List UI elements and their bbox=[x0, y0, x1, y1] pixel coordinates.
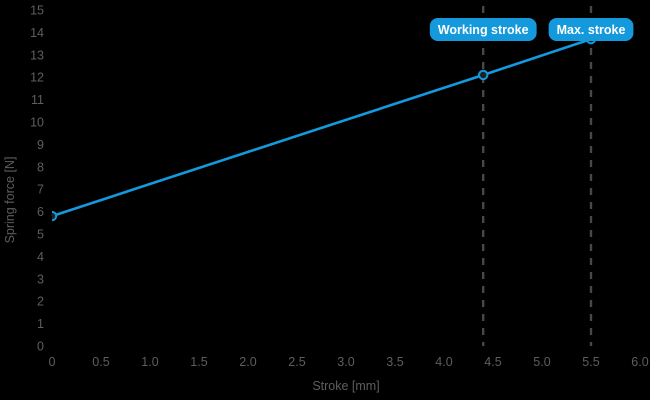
y-tick-label: 1 bbox=[37, 317, 44, 331]
x-tick-label: 4.5 bbox=[484, 355, 501, 369]
y-tick-label: 7 bbox=[37, 183, 44, 197]
y-tick-label: 10 bbox=[30, 116, 44, 130]
y-tick-label: 5 bbox=[37, 228, 44, 242]
annotation-badge bbox=[548, 18, 634, 41]
x-tick-label: 2.0 bbox=[239, 355, 256, 369]
y-tick-label: 0 bbox=[37, 340, 44, 354]
annotation-guide-lines bbox=[482, 6, 593, 346]
x-tick-label: 3.5 bbox=[386, 355, 403, 369]
series-markers bbox=[52, 33, 597, 222]
y-tick-label: 12 bbox=[30, 71, 44, 85]
annotation-badge bbox=[429, 18, 537, 41]
y-tick-label: 2 bbox=[37, 295, 44, 309]
y-tick-label: 11 bbox=[31, 93, 44, 107]
data-point-marker bbox=[478, 69, 489, 81]
x-tick-label: 3.0 bbox=[337, 355, 354, 369]
y-tick-label: 6 bbox=[37, 205, 44, 219]
data-point-marker bbox=[52, 210, 58, 222]
x-tick-label: 4.0 bbox=[435, 355, 452, 369]
x-tick-label: 0.5 bbox=[92, 355, 109, 369]
y-tick-label: 9 bbox=[37, 138, 44, 152]
x-tick-label: 5.0 bbox=[533, 355, 550, 369]
y-tick-label: 8 bbox=[37, 160, 44, 174]
series-line bbox=[51, 37, 592, 218]
y-tick-label: 15 bbox=[30, 4, 44, 18]
x-tick-label: 1.5 bbox=[190, 355, 207, 369]
annotation-badges: Working stroke Max. stroke bbox=[429, 18, 634, 41]
x-tick-label: 6.0 bbox=[631, 355, 648, 369]
x-axis-label: Stroke [mm] bbox=[312, 379, 379, 393]
series-layer bbox=[51, 33, 597, 222]
x-tick-label: 0 bbox=[49, 355, 56, 369]
y-tick-label: 3 bbox=[37, 272, 44, 286]
x-tick-label: 5.5 bbox=[582, 355, 599, 369]
y-tick-label: 14 bbox=[30, 26, 44, 40]
annotation-badge-label: Working stroke bbox=[438, 23, 529, 37]
x-tick-label: 1.0 bbox=[141, 355, 158, 369]
y-tick-label: 4 bbox=[37, 250, 44, 264]
x-tick-label: 2.5 bbox=[288, 355, 305, 369]
annotation-badge-label: Max. stroke bbox=[557, 23, 626, 37]
y-axis-label: Spring force [N] bbox=[3, 157, 17, 244]
y-tick-label: 13 bbox=[30, 48, 44, 62]
